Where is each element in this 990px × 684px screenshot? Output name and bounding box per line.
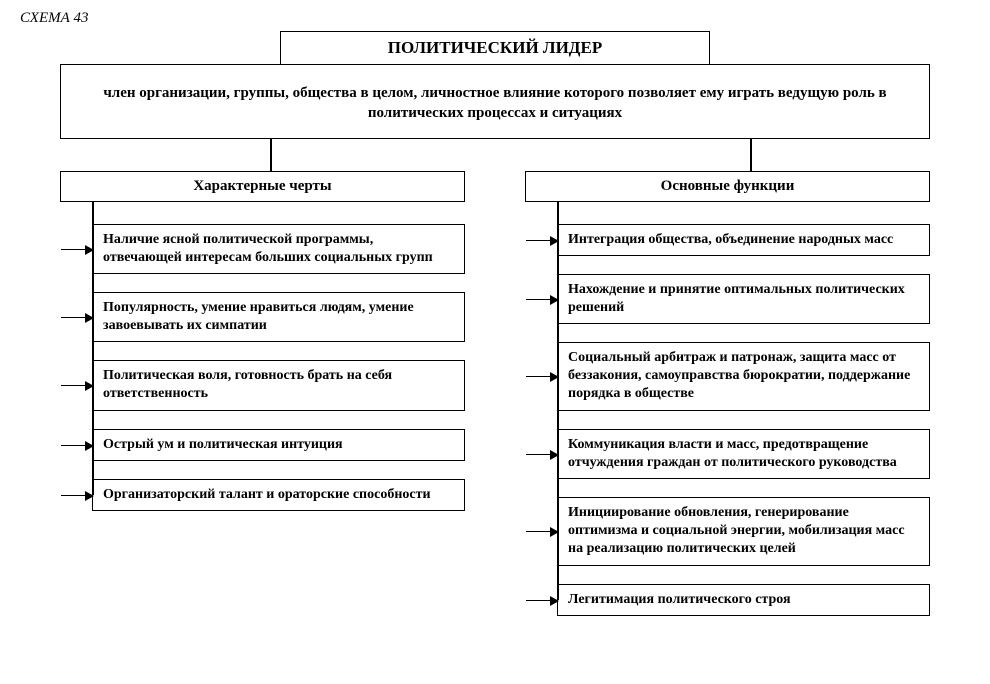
arrow-icon — [61, 249, 93, 250]
connector-left — [270, 139, 272, 171]
trait-item: Острый ум и политическая интуиция — [92, 429, 465, 461]
connector-right — [750, 139, 752, 171]
right-items: Интеграция общества, объединение народны… — [557, 224, 930, 616]
definition-box: член организации, группы, общества в цел… — [60, 64, 930, 139]
trait-item: Политическая воля, готовность брать на с… — [92, 360, 465, 410]
arrow-icon — [61, 385, 93, 386]
columns-wrap: Характерные черты Наличие ясной политиче… — [20, 171, 970, 616]
scheme-label: СХЕМА 43 — [20, 10, 970, 27]
right-column: Основные функции Интеграция общества, об… — [525, 171, 930, 616]
arrow-icon — [526, 600, 558, 601]
trait-item: Организаторский талант и ораторские спос… — [92, 479, 465, 511]
left-header: Характерные черты — [60, 171, 465, 202]
arrow-icon — [526, 454, 558, 455]
diagram-title: ПОЛИТИЧЕСКИЙ ЛИДЕР — [280, 31, 710, 65]
left-items: Наличие ясной политической программы, от… — [92, 224, 465, 512]
trait-item: Наличие ясной политической программы, от… — [92, 224, 465, 274]
arrow-icon — [526, 240, 558, 241]
arrow-icon — [61, 445, 93, 446]
trait-item: Популярность, умение нравиться людям, ум… — [92, 292, 465, 342]
function-item: Социальный арбитраж и патронаж, защита м… — [557, 342, 930, 411]
function-item: Инициирование обновления, генерирование … — [557, 497, 930, 566]
arrow-icon — [526, 376, 558, 377]
arrow-icon — [61, 317, 93, 318]
function-item: Интеграция общества, объединение народны… — [557, 224, 930, 256]
arrow-icon — [61, 495, 93, 496]
arrow-icon — [526, 531, 558, 532]
function-item: Легитимация политического строя — [557, 584, 930, 616]
function-item: Коммуникация власти и масс, предотвращен… — [557, 429, 930, 479]
arrow-icon — [526, 299, 558, 300]
right-header: Основные функции — [525, 171, 930, 202]
function-item: Нахождение и принятие оптимальных полити… — [557, 274, 930, 324]
left-column: Характерные черты Наличие ясной политиче… — [60, 171, 465, 616]
